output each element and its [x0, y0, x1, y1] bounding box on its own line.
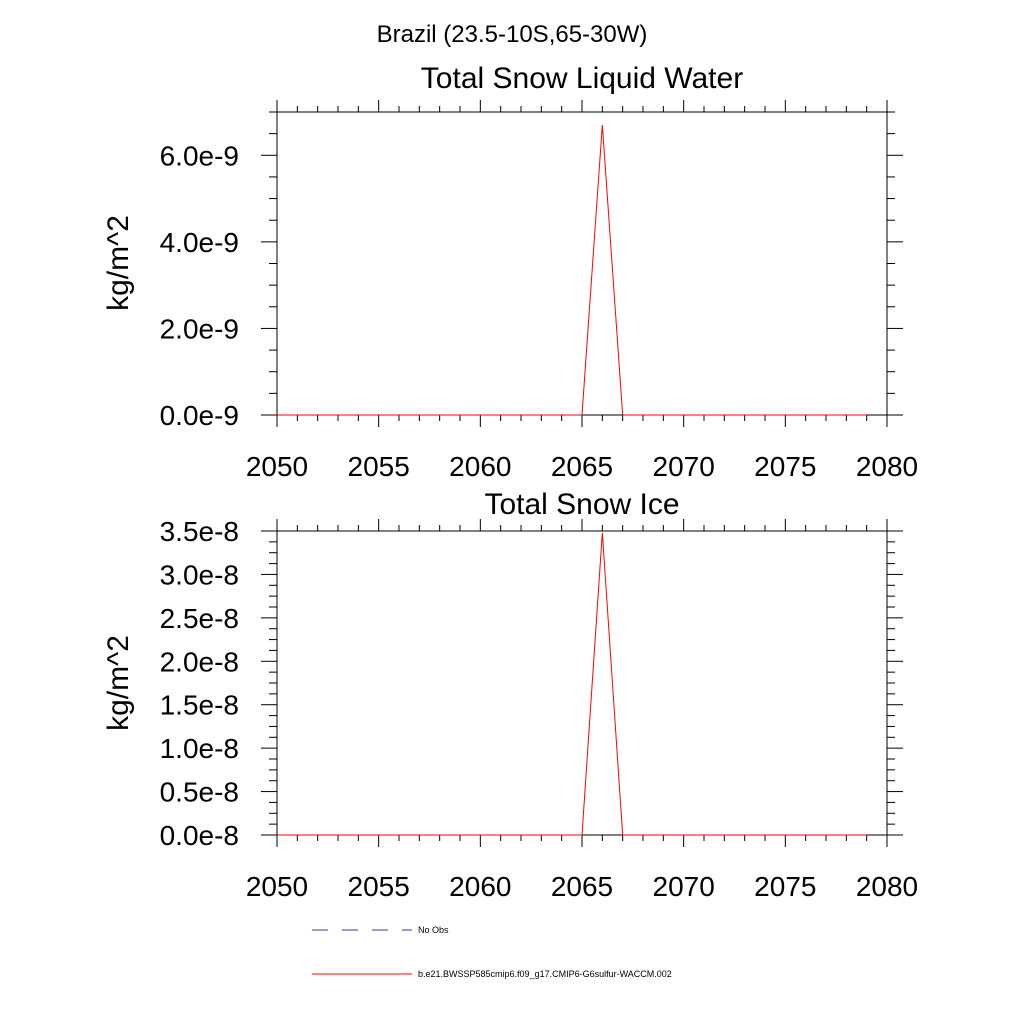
x-tick-label: 2060	[449, 451, 511, 482]
x-tick-label: 2070	[653, 871, 715, 902]
x-tick-label: 2070	[653, 451, 715, 482]
plot-frame	[276, 530, 888, 836]
x-tick-label: 2080	[856, 871, 918, 902]
plot-frame	[276, 111, 888, 416]
x-tick-label: 2060	[449, 871, 511, 902]
y-tick-label: 2.0e-8	[160, 646, 239, 677]
panel-title: Total Snow Ice	[484, 488, 679, 521]
y-tick-label: 1.0e-8	[160, 733, 239, 764]
series-line	[277, 124, 867, 416]
y-tick-label: 3.0e-8	[160, 559, 239, 590]
y-axis-label: kg/m^2	[102, 215, 135, 311]
legend: No Obs b.e21.BWSSP585cmip6.f09_g17.CMIP6…	[312, 925, 672, 979]
figure-suptitle: Brazil (23.5-10S,65-30W)	[377, 21, 648, 48]
x-tick-label: 2075	[754, 451, 816, 482]
y-tick-label: 2.5e-8	[160, 603, 239, 634]
y-tick-label: 4.0e-9	[160, 227, 239, 258]
panel-snow-liquid-water: Total Snow Liquid Water kg/m^2 2050 2055 2…	[102, 62, 918, 482]
x-tick-label: 2065	[551, 451, 613, 482]
legend-label-model-run: b.e21.BWSSP585cmip6.f09_g17.CMIP6-G6sulf…	[418, 969, 672, 979]
y-axis-label: kg/m^2	[102, 635, 135, 731]
y-tick-label: 6.0e-9	[160, 140, 239, 171]
y-tick-label: 0.5e-8	[160, 777, 239, 808]
x-tick-label: 2055	[348, 871, 410, 902]
x-tick-label: 2050	[246, 871, 308, 902]
x-tick-label: 2075	[754, 871, 816, 902]
x-tick-label: 2050	[246, 451, 308, 482]
panel-snow-ice: Total Snow Ice kg/m^2 2050 2055 2060 2065 20…	[102, 488, 918, 902]
y-tick-label: 3.5e-8	[160, 516, 239, 547]
x-tick-label: 2080	[856, 451, 918, 482]
panel-title: Total Snow Liquid Water	[421, 62, 743, 95]
legend-label-no-obs: No Obs	[418, 925, 449, 935]
x-tick-label: 2055	[348, 451, 410, 482]
x-tick-label: 2065	[551, 871, 613, 902]
y-tick-label: 0.0e-8	[160, 820, 239, 851]
y-tick-label: 1.5e-8	[160, 690, 239, 721]
series-line	[277, 532, 867, 836]
y-tick-label: 2.0e-9	[160, 313, 239, 344]
y-tick-label: 0.0e-9	[160, 400, 239, 431]
